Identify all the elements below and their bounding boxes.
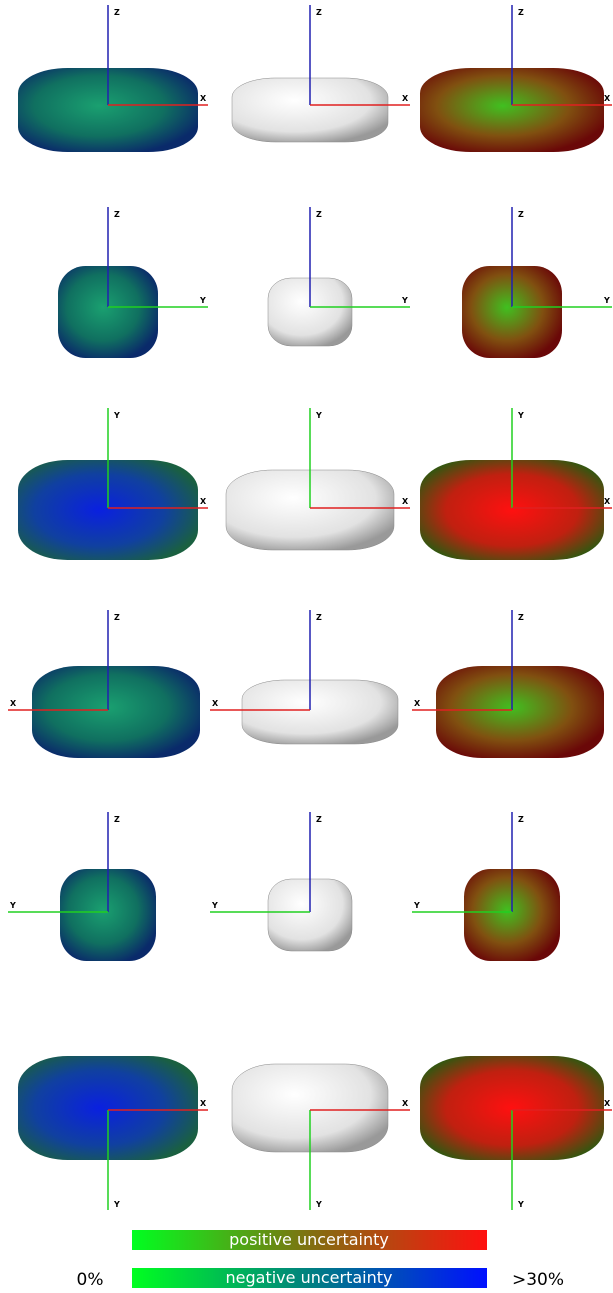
min-label: 0% (77, 1270, 104, 1290)
vertical-axis-label: Z (316, 613, 322, 622)
horizontal-axis-label: Y (199, 296, 206, 305)
horizontal-axis-label: Y (401, 296, 408, 305)
vertical-axis-label: Y (113, 411, 120, 420)
vertical-axis-label: Z (316, 815, 322, 824)
horizontal-axis-label: X (402, 94, 409, 103)
vertical-axis-label: Y (517, 411, 524, 420)
vertical-axis-label: Z (518, 8, 524, 17)
max-label: >30% (512, 1270, 564, 1290)
vertical-axis-label: Z (114, 8, 120, 17)
horizontal-axis-label: X (212, 699, 219, 708)
horizontal-axis-label: X (200, 1099, 207, 1108)
vertical-axis-label: Z (316, 210, 322, 219)
vertical-axis-label: Z (114, 210, 120, 219)
vertical-axis-label: Y (517, 1200, 524, 1209)
horizontal-axis-label: Y (603, 296, 610, 305)
vertical-axis-label: Z (316, 8, 322, 17)
horizontal-axis-label: Y (211, 901, 218, 910)
asteroid-shape (242, 680, 398, 744)
vertical-axis-label: Z (518, 815, 524, 824)
horizontal-axis-label: X (200, 497, 207, 506)
vertical-axis-label: Y (315, 1200, 322, 1209)
figure: positive uncertainty negative uncertaint… (0, 0, 613, 1293)
horizontal-axis-label: X (10, 699, 17, 708)
negative-label: negative uncertainty (226, 1268, 393, 1287)
vertical-axis-label: Z (114, 613, 120, 622)
horizontal-axis-label: X (604, 94, 611, 103)
horizontal-axis-label: Y (9, 901, 16, 910)
horizontal-axis-label: Y (413, 901, 420, 910)
horizontal-axis-label: X (604, 1099, 611, 1108)
vertical-axis-label: Y (315, 411, 322, 420)
horizontal-axis-label: X (402, 1099, 409, 1108)
vertical-axis-label: Z (518, 210, 524, 219)
vertical-axis-label: Z (114, 815, 120, 824)
horizontal-axis-label: X (200, 94, 207, 103)
asteroid-shape (32, 666, 200, 758)
horizontal-axis-label: X (414, 699, 421, 708)
vertical-axis-label: Z (518, 613, 524, 622)
positive-label: positive uncertainty (229, 1230, 389, 1249)
horizontal-axis-label: X (402, 497, 409, 506)
vertical-axis-label: Y (113, 1200, 120, 1209)
asteroid-shape (436, 666, 604, 758)
horizontal-axis-label: X (604, 497, 611, 506)
